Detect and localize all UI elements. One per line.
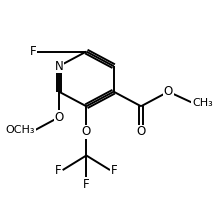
Text: O: O	[136, 125, 146, 138]
Text: F: F	[55, 164, 62, 177]
Text: O: O	[54, 111, 64, 124]
Text: F: F	[83, 178, 90, 191]
Text: OCH₃: OCH₃	[6, 125, 35, 135]
Text: CH₃: CH₃	[192, 98, 213, 108]
Text: F: F	[111, 164, 118, 177]
Text: O: O	[82, 125, 91, 138]
Text: N: N	[55, 60, 63, 73]
Text: F: F	[30, 45, 36, 58]
Text: O: O	[164, 85, 173, 98]
